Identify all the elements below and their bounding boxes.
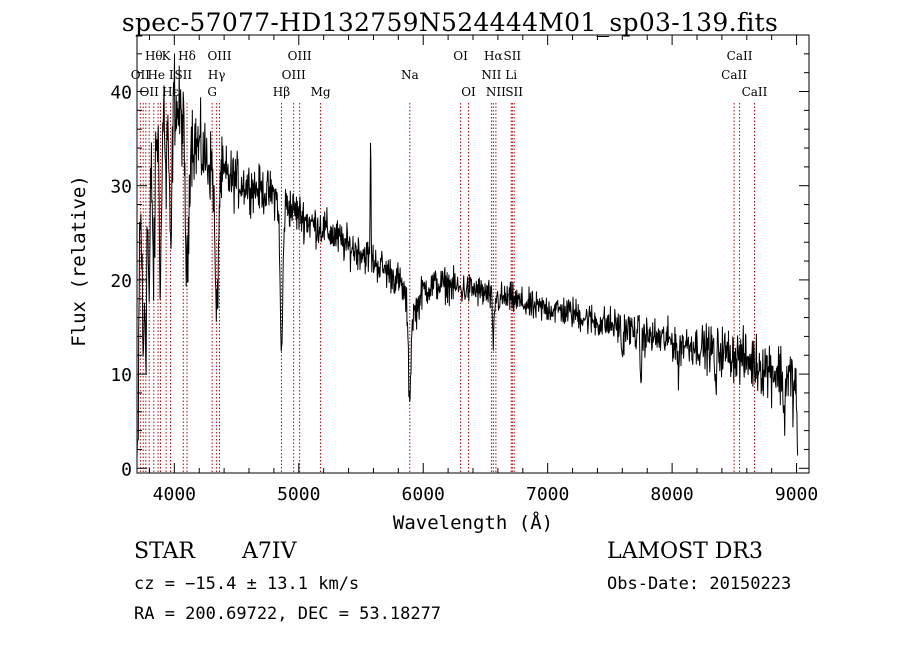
y-tick-label: 0 [121, 459, 132, 480]
line-marker-label: Li [505, 68, 517, 82]
line-marker-label: Hθ [145, 49, 163, 63]
redshift-velocity: cz = −15.4 ± 13.1 km/s [134, 574, 360, 594]
plot-frame [136, 34, 810, 474]
line-marker-label: Hα [484, 49, 503, 63]
observation-date: Obs-Date: 20150223 [607, 574, 792, 594]
y-axis-label: Flux (relative) [68, 175, 90, 347]
line-marker-label: K [162, 49, 172, 63]
sky-coordinates: RA = 200.69722, DEC = 53.18277 [134, 604, 442, 624]
line-marker-label: OI [453, 49, 468, 63]
line-marker-label: SII [505, 85, 523, 99]
line-marker-label: OIII [288, 49, 312, 63]
line-marker-label: Mg [311, 85, 331, 99]
survey-name: LAMOST DR3 [607, 539, 763, 564]
spectral-class: A7IV [242, 539, 297, 564]
y-axis-ticks: 0 10 20 30 40 [110, 53, 809, 480]
spectrum-line [136, 53, 799, 459]
line-marker-label: CaII [742, 85, 768, 99]
x-tick-label: 9000 [775, 484, 818, 505]
x-tick-label: 8000 [650, 484, 693, 505]
line-marker-label: OII [140, 85, 160, 99]
line-marker-label: CaII [727, 49, 753, 63]
chart-title: spec-57077-HD132759N524444M01_sp03-139.f… [121, 8, 779, 37]
emission-line-markers [139, 103, 755, 473]
line-marker-label: OI [461, 85, 476, 99]
line-marker-label: Hβ [273, 85, 290, 99]
line-marker-label: SII [174, 68, 192, 82]
y-tick-label: 20 [110, 271, 132, 292]
y-tick-label: 30 [110, 177, 132, 198]
x-axis-label: Wavelength (Å) [393, 511, 553, 534]
x-tick-label: 7000 [526, 484, 569, 505]
y-tick-label: 10 [110, 365, 132, 386]
line-marker-label: He I [147, 68, 173, 82]
line-marker-label: NII [481, 68, 501, 82]
x-tick-label: 5000 [277, 484, 320, 505]
line-marker-label: OII [131, 68, 151, 82]
line-marker-label: Hγ [208, 68, 226, 82]
line-marker-label: OIII [207, 49, 231, 63]
line-marker-label: Hδ [178, 49, 196, 63]
line-marker-label: NII [486, 85, 506, 99]
line-marker-label: OIII [282, 68, 306, 82]
x-tick-label: 4000 [153, 484, 196, 505]
x-axis-ticks: 4000 5000 6000 7000 8000 9000 [148, 35, 818, 505]
line-marker-label: Na [401, 68, 419, 82]
object-type: STAR [134, 539, 195, 564]
y-tick-label: 40 [110, 83, 132, 104]
line-marker-label: CaII [721, 68, 747, 82]
line-marker-label: G [207, 85, 217, 99]
line-marker-label: SII [503, 49, 521, 63]
x-tick-label: 6000 [402, 484, 445, 505]
